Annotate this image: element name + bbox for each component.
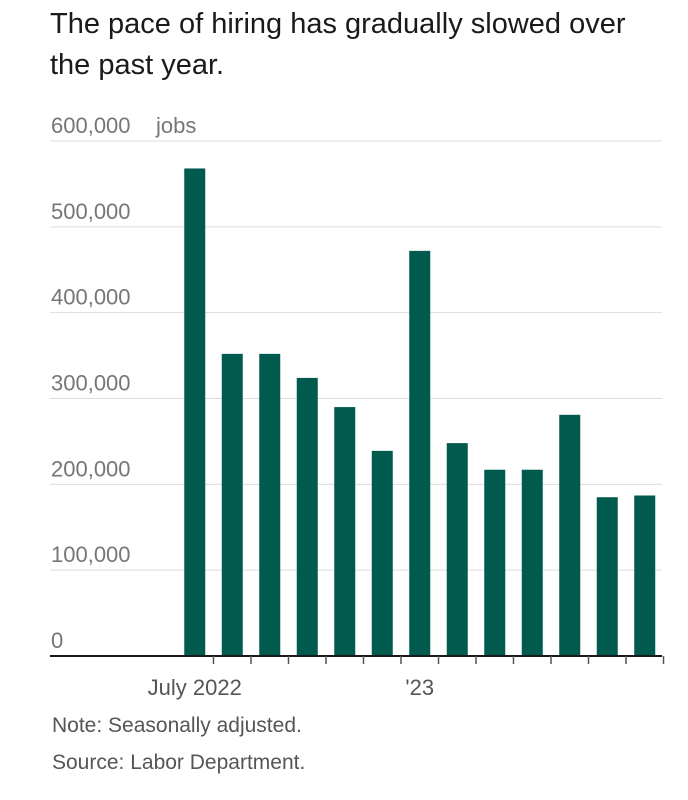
y-tick-label: 400,000 — [51, 285, 131, 310]
y-unit-label: jobs — [155, 113, 196, 138]
y-axis-tick-labels: 0 100,000 200,000 300,000 400,000 500,000 600,… — [51, 113, 196, 653]
source-text: Source: Labor Department. — [52, 751, 306, 774]
bar-2023-03 — [484, 469, 506, 656]
bar-2023-06 — [596, 497, 618, 656]
bar-2023-01 — [409, 250, 431, 656]
bar-2023-02 — [446, 443, 468, 656]
y-tick-label: 0 — [51, 628, 63, 653]
bar-2022-07 — [184, 168, 206, 656]
y-tick-label: 600,000 — [51, 113, 131, 138]
bars — [184, 168, 656, 656]
y-tick-label: 100,000 — [51, 542, 131, 567]
chart-title: The pace of hiring has gradually slowed … — [50, 8, 626, 81]
y-tick-label: 200,000 — [51, 456, 131, 481]
x-tick-label: July 2022 — [148, 675, 242, 700]
bar-2022-10 — [296, 377, 318, 656]
bar-chart: 0 100,000 200,000 300,000 400,000 500,000 600,… — [50, 113, 665, 700]
bar-2023-05 — [559, 414, 581, 656]
x-tick-label: '23 — [405, 675, 434, 700]
bar-2022-12 — [371, 450, 393, 656]
bar-2023-04 — [521, 469, 543, 656]
y-tick-label: 300,000 — [51, 371, 131, 396]
bar-2022-08 — [221, 353, 243, 656]
bar-2023-07 — [634, 495, 656, 656]
y-tick-label: 500,000 — [51, 199, 131, 224]
bar-2022-09 — [259, 353, 281, 656]
note-text: Note: Seasonally adjusted. — [52, 714, 302, 737]
x-axis: July 2022 '23 — [50, 655, 665, 700]
gridlines — [50, 140, 662, 571]
bar-2022-11 — [334, 407, 356, 656]
